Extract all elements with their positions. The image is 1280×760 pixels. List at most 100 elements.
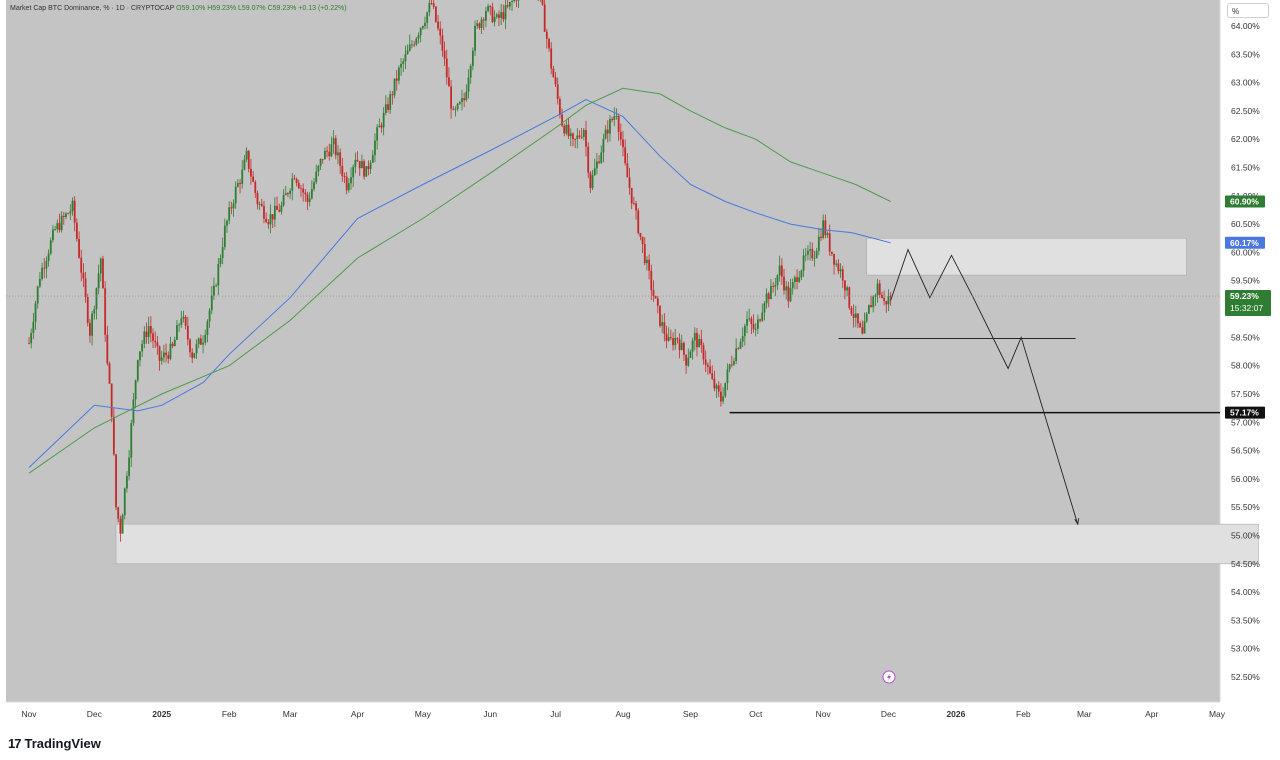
candle-body (563, 125, 566, 134)
candle-body (541, 0, 544, 5)
time-tick-label: Jul (550, 709, 561, 719)
candle-body (367, 166, 370, 170)
candle-body (848, 287, 851, 308)
time-tick-label: Nov (816, 709, 832, 719)
candle-body (598, 161, 600, 163)
candle-body (441, 35, 444, 51)
candle-body (857, 313, 859, 324)
candle-body (863, 321, 866, 334)
candle-body (374, 140, 376, 156)
candle-body (32, 321, 35, 334)
candle-body (97, 273, 100, 289)
candle-body (674, 338, 677, 346)
candle-body (86, 297, 89, 323)
candle-body (402, 61, 405, 64)
candle-body (165, 352, 167, 356)
candle-body (861, 327, 864, 334)
candle-body (126, 475, 128, 489)
candle-body (828, 233, 831, 252)
projection-arrowhead (1074, 518, 1080, 526)
candle-body (102, 258, 104, 289)
candle-body (147, 326, 150, 338)
time-tick-label: Feb (222, 709, 237, 719)
candle-body (308, 198, 311, 202)
candle-body (437, 21, 439, 29)
price-tick-label: 62.50% (1231, 106, 1260, 116)
percent-scale-button[interactable]: % (1227, 3, 1269, 18)
candle-body (648, 259, 651, 271)
candle-body (306, 194, 309, 202)
candle-body (52, 229, 54, 241)
candle-body (778, 265, 781, 276)
time-tick-label: May (1209, 709, 1226, 719)
candle-body (280, 205, 283, 212)
candle-body (404, 54, 407, 62)
candle-body (430, 3, 433, 4)
candle-body (334, 138, 337, 156)
candle-body (60, 215, 63, 231)
candle-body (454, 109, 457, 110)
candle-body (330, 144, 333, 157)
candle-body (878, 283, 881, 295)
candle-body (365, 166, 368, 177)
candle-body (30, 333, 33, 344)
candle-body (58, 223, 61, 231)
candle-body (717, 385, 720, 392)
candle-body (115, 454, 117, 508)
candle-body (408, 44, 411, 51)
candle-body (230, 207, 233, 209)
time-tick-label: Sep (683, 709, 698, 719)
candle-body (250, 168, 252, 177)
time-tick-label: May (415, 709, 432, 719)
candle-body (252, 176, 255, 182)
candle-body (324, 150, 326, 160)
candle-body (269, 214, 272, 225)
candle-body (130, 423, 133, 458)
candle-body (654, 295, 657, 299)
candle-body (713, 378, 716, 389)
candle-body (160, 357, 163, 361)
price-tick-label: 56.00% (1231, 474, 1260, 484)
candle-body (363, 161, 365, 177)
candle-body (73, 200, 76, 223)
candle-body (232, 203, 235, 209)
candle-body (759, 319, 761, 321)
tradingview-logo[interactable]: 17 TradingView (8, 735, 101, 751)
candle-body (696, 332, 698, 348)
candle-body (500, 12, 503, 18)
candle-body (99, 258, 102, 274)
price-scale-background[interactable] (1220, 0, 1280, 702)
candle-body (358, 161, 361, 169)
ma-green-tag-label: 60.90% (1230, 196, 1259, 206)
candle-body (38, 278, 41, 287)
time-tick-label: Apr (1145, 709, 1158, 719)
plot-background[interactable] (6, 0, 1220, 702)
candle-body (826, 233, 829, 236)
candle-body (552, 68, 555, 78)
candle-body (384, 104, 387, 113)
candle-body (728, 364, 731, 370)
candle-body (743, 325, 746, 337)
last-price-tag-bg (1225, 290, 1271, 317)
candle-body (626, 163, 629, 178)
candle-body (167, 355, 170, 359)
lightning-icon[interactable] (882, 670, 896, 684)
candle-body (80, 257, 83, 273)
candle-body (339, 152, 342, 166)
time-tick-label: Aug (615, 709, 630, 719)
candle-body (156, 342, 159, 347)
time-scale-background[interactable] (6, 702, 1220, 724)
candle-body (378, 125, 381, 128)
candle-body (730, 364, 733, 366)
time-axis[interactable]: Nov Dec 2025 Feb Mar Apr May Jun Jul Aug Sep Oct Nov… (21, 709, 1225, 719)
candle-body (876, 283, 879, 296)
candle-body (837, 263, 840, 272)
candle-body (870, 305, 872, 308)
candle-body (28, 343, 30, 344)
chart-legend: Market Cap BTC Dominance, % · 1D · CRYPT… (10, 5, 347, 12)
candle-body (489, 5, 492, 7)
candle-body (217, 263, 220, 286)
candle-body (345, 176, 348, 191)
candle-body (413, 44, 416, 46)
